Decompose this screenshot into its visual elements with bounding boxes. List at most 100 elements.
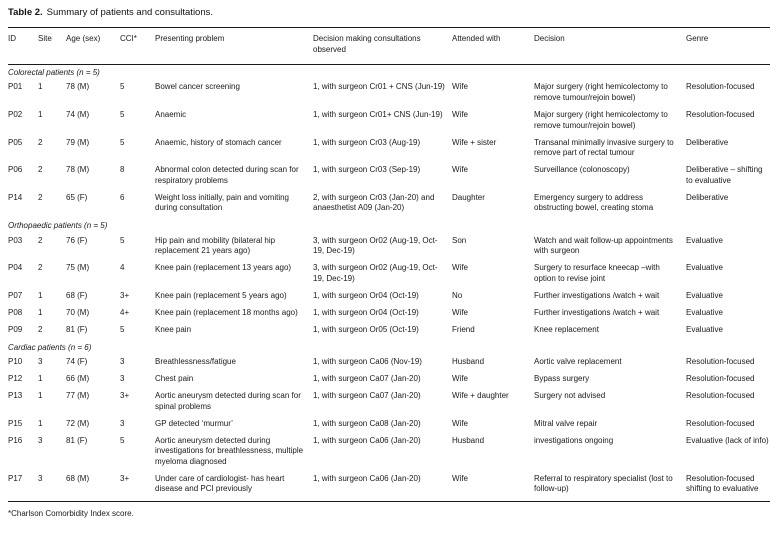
cell-decision: Aortic valve replacement: [534, 356, 622, 366]
cell-genre: Evaluative: [686, 235, 723, 245]
cell-problem: Anaemic, history of stomach cancer: [155, 137, 282, 147]
table-footnote: *Charlson Comorbidity Index score.: [8, 508, 134, 518]
table-row: P09 2 81 (F) 5 Knee pain 1, with surgeon Or05…: [8, 323, 770, 340]
cell-age: 70 (M): [66, 307, 90, 317]
cell-consultations: 1, with surgeon Cr01+ CNS (Jun-19): [313, 110, 443, 120]
cell-age: 81 (F): [66, 324, 88, 334]
cell-id: P02: [8, 110, 23, 120]
cell-decision: Surveillance (colonoscopy): [534, 165, 630, 175]
cell-decision: Surgery not advised: [534, 390, 606, 400]
cell-problem: Breathlessness/fatigue: [155, 356, 236, 366]
cell-problem: Knee pain (replacement 5 years ago): [155, 290, 287, 300]
cell-consultations: 1, with surgeon Cr03 (Sep-19): [313, 165, 421, 175]
cell-consultations: 1, with surgeon Ca08 (Jan-20): [313, 418, 421, 428]
table-row: P04 2 75 (M) 4 Knee pain (replacement 13 yea…: [8, 261, 770, 289]
cell-age: 65 (F): [66, 192, 88, 202]
cell-problem: Knee pain (replacement 13 years ago): [155, 263, 292, 273]
cell-decision: Further investigations /watch + wait: [534, 307, 660, 317]
cell-cci: 5: [120, 324, 125, 334]
cell-genre: Resolution-focused: [686, 356, 755, 366]
cell-decision: Major surgery (right hemicolectomy to re…: [534, 82, 668, 103]
cell-genre: Resolution-focused shifting to evaluativ…: [686, 471, 770, 502]
col-header-attended-with: Attended with: [452, 27, 534, 66]
cell-cci: 5: [120, 82, 125, 92]
cell-age: 74 (M): [66, 110, 90, 120]
cell-problem: Aortic aneurysm detected during scan for…: [155, 390, 301, 411]
cell-attended: Wife: [452, 82, 468, 92]
cell-id: P14: [8, 192, 23, 202]
col-header-site: Site: [38, 27, 66, 66]
cell-genre: Resolution-focused: [686, 373, 755, 383]
table-row: P16 3 81 (F) 5 Aortic aneurysm detected duri…: [8, 434, 770, 472]
cell-consultations: 1, with surgeon Ca06 (Jan-20): [313, 435, 421, 445]
cell-attended: Wife: [452, 418, 468, 428]
cell-attended: Wife + sister: [452, 137, 497, 147]
cell-genre: Evaluative: [686, 307, 723, 317]
cell-age: 75 (M): [66, 263, 90, 273]
table-row: P17 3 68 (M) 3+ Under care of cardiologist- …: [8, 471, 770, 502]
cell-consultations: 1, with surgeon Or05 (Oct-19): [313, 324, 419, 334]
table-row: P02 1 74 (M) 5 Anaemic 1, with surgeon Cr01+ …: [8, 108, 770, 136]
col-header-presenting-problem: Presenting problem: [155, 27, 313, 66]
cell-id: P06: [8, 165, 23, 175]
cell-site: 2: [38, 165, 43, 175]
section-header-label: Cardiac patients (n = 6): [8, 342, 92, 352]
cell-consultations: 1, with surgeon Cr01 + CNS (Jun-19): [313, 82, 445, 92]
cell-id: P07: [8, 290, 23, 300]
cell-cci: 3: [120, 356, 125, 366]
cell-decision: Emergency surgery to address obstructing…: [534, 192, 654, 213]
cell-problem: Weight loss initially, pain and vomiting…: [155, 192, 289, 213]
cell-site: 2: [38, 137, 43, 147]
cell-consultations: 1, with surgeon Or04 (Oct-19): [313, 307, 419, 317]
table-row: P05 2 79 (M) 5 Anaemic, history of stomach c…: [8, 136, 770, 164]
cell-cci: 3: [120, 418, 125, 428]
table-row: P10 3 74 (F) 3 Breathlessness/fatigue 1, with…: [8, 355, 770, 372]
col-header-decision: Decision: [534, 27, 686, 66]
cell-id: P04: [8, 263, 23, 273]
cell-site: 1: [38, 110, 43, 120]
cell-attended: Wife: [452, 263, 468, 273]
cell-site: 1: [38, 418, 43, 428]
cell-cci: 3+: [120, 390, 130, 400]
cell-cci: 5: [120, 235, 125, 245]
cell-decision: Further investigations /watch + wait: [534, 290, 660, 300]
cell-consultations: 1, with surgeon Cr03 (Aug-19): [313, 137, 421, 147]
cell-id: P09: [8, 324, 23, 334]
cell-attended: Wife: [452, 307, 468, 317]
cell-attended: Wife: [452, 471, 534, 502]
cell-decision: Watch and wait follow-up appointments wi…: [534, 235, 673, 256]
patients-table: ID Site Age (sex) CCI* Presenting proble…: [8, 27, 770, 502]
section-header-row: Cardiac patients (n = 6): [8, 340, 770, 355]
cell-problem: Knee pain: [155, 324, 192, 334]
cell-id: P17: [8, 471, 38, 502]
cell-id: P12: [8, 373, 23, 383]
cell-id: P16: [8, 435, 23, 445]
cell-consultations: 1, with surgeon Ca06 (Nov-19): [313, 356, 422, 366]
cell-decision: Mitral valve repair: [534, 418, 598, 428]
cell-genre: Resolution-focused: [686, 82, 755, 92]
cell-id: P01: [8, 82, 23, 92]
table-row: P15 1 72 (M) 3 GP detected ‘murmur’ 1, with s…: [8, 417, 770, 434]
cell-cci: 3+: [120, 471, 155, 502]
cell-decision: Surgery to resurface kneecap –with optio…: [534, 263, 660, 283]
cell-problem: Bowel cancer screening: [155, 82, 240, 92]
cell-problem: Anaemic: [155, 110, 187, 120]
cell-cci: 3+: [120, 290, 130, 300]
table-caption-text: Summary of patients and consultations.: [46, 7, 214, 18]
table-row: P07 1 68 (F) 3+ Knee pain (replacement 5 yea…: [8, 289, 770, 306]
cell-age: 76 (F): [66, 235, 88, 245]
cell-site: 3: [38, 471, 66, 502]
table-caption: Table 2. Summary of patients and consulta…: [8, 7, 770, 19]
cell-decision: Knee replacement: [534, 324, 599, 334]
section-header-row: Orthopaedic patients (n = 5): [8, 218, 770, 233]
cell-cci: 5: [120, 435, 125, 445]
cell-genre: Resolution-focused: [686, 390, 755, 400]
cell-age: 81 (F): [66, 435, 88, 445]
cell-attended: Son: [452, 235, 467, 245]
cell-genre: Resolution-focused: [686, 110, 755, 120]
cell-attended: Daughter: [452, 192, 485, 202]
cell-genre: Evaluative: [686, 290, 723, 300]
cell-problem: Chest pain: [155, 373, 194, 383]
header-row: ID Site Age (sex) CCI* Presenting proble…: [8, 27, 770, 66]
